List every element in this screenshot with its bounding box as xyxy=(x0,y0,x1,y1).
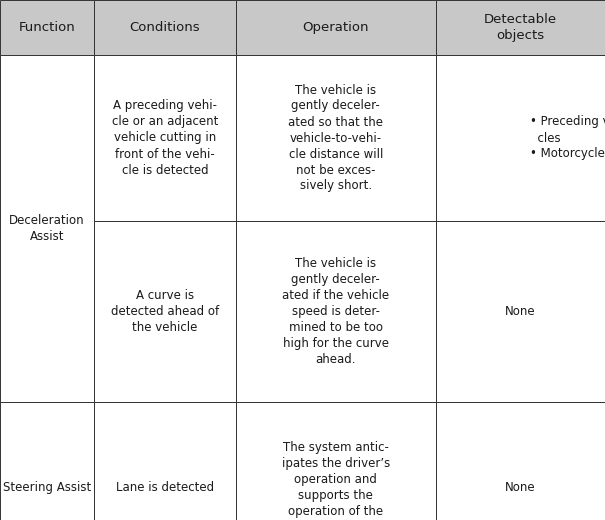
Text: None: None xyxy=(505,481,535,494)
Text: Lane is detected: Lane is detected xyxy=(116,481,214,494)
Text: Function: Function xyxy=(19,21,75,34)
Text: A curve is
detected ahead of
the vehicle: A curve is detected ahead of the vehicle xyxy=(111,289,219,334)
Text: The system antic-
ipates the driver’s
operation and
supports the
operation of th: The system antic- ipates the driver’s op… xyxy=(282,441,390,520)
Text: The vehicle is
gently deceler-
ated if the vehicle
speed is deter-
mined to be t: The vehicle is gently deceler- ated if t… xyxy=(282,257,390,366)
Bar xyxy=(236,0,436,55)
Bar xyxy=(436,221,605,402)
Text: • Preceding vehi-
  cles
• Motorcycles: • Preceding vehi- cles • Motorcycles xyxy=(531,115,605,161)
Bar xyxy=(236,402,436,520)
Bar xyxy=(436,55,605,221)
Bar xyxy=(436,402,605,520)
Bar xyxy=(0,402,94,520)
Text: Conditions: Conditions xyxy=(129,21,200,34)
Bar xyxy=(436,0,605,55)
Text: A preceding vehi-
cle or an adjacent
vehicle cutting in
front of the vehi-
cle i: A preceding vehi- cle or an adjacent veh… xyxy=(112,99,218,176)
Bar xyxy=(94,55,236,221)
Text: None: None xyxy=(505,305,535,318)
Bar xyxy=(0,55,94,402)
Text: Detectable
objects: Detectable objects xyxy=(484,13,557,42)
Text: The vehicle is
gently deceler-
ated so that the
vehicle-to-vehi-
cle distance wi: The vehicle is gently deceler- ated so t… xyxy=(288,84,384,192)
Text: Operation: Operation xyxy=(302,21,369,34)
Text: Steering Assist: Steering Assist xyxy=(3,481,91,494)
Text: Deceleration
Assist: Deceleration Assist xyxy=(9,214,85,243)
Bar xyxy=(236,221,436,402)
Bar xyxy=(0,0,94,55)
Bar xyxy=(236,55,436,221)
Bar xyxy=(94,221,236,402)
Bar xyxy=(94,402,236,520)
Bar xyxy=(94,0,236,55)
